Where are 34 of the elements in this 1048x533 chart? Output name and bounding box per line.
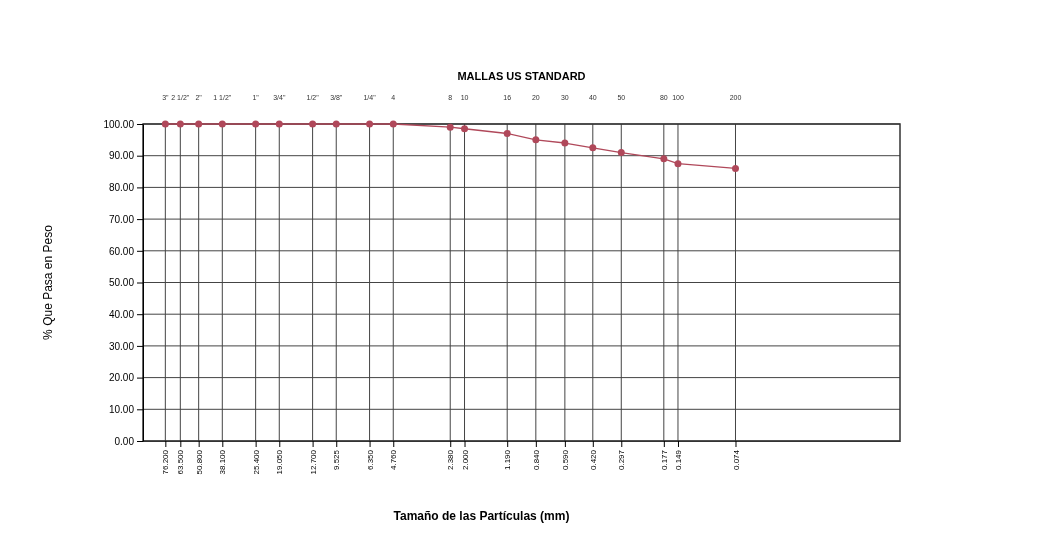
- y-tick-label: 20.00: [108, 372, 135, 384]
- x-tick-label: 76.200: [161, 449, 171, 475]
- chart-title: MALLAS US STANDARD: [457, 70, 586, 82]
- x-tick-label: 1.190: [503, 449, 513, 471]
- x-tick-label: 19.050: [275, 449, 285, 475]
- y-tick-label: 30.00: [108, 340, 135, 352]
- x-tick-label: 50.800: [194, 449, 204, 475]
- y-tick-label: 100.00: [103, 118, 135, 130]
- y-tick-label: 70.00: [108, 213, 135, 225]
- x-tick-label: 9.525: [332, 449, 342, 471]
- x-tick-label: 0.420: [588, 449, 598, 471]
- y-tick-label: 80.00: [108, 182, 135, 194]
- x-tick-label: 38.100: [218, 449, 228, 475]
- y-tick-label: 50.00: [108, 277, 135, 289]
- x-tick-label: 0.297: [617, 449, 627, 471]
- y-tick-label: 40.00: [108, 308, 135, 320]
- y-tick-label: 60.00: [108, 245, 135, 257]
- x-tick-label: 0.590: [560, 449, 570, 471]
- y-tick-label: 0.00: [114, 435, 135, 447]
- x-tick-label: 4.760: [389, 449, 399, 471]
- x-tick-label: 6.350: [365, 449, 375, 471]
- x-tick-label: 0.074: [731, 449, 741, 471]
- x-tick-label: 0.149: [674, 449, 684, 471]
- x-tick-label: 12.700: [308, 449, 318, 475]
- x-tick-label: 2.000: [460, 449, 470, 471]
- x-tick-label: 0.840: [531, 449, 541, 471]
- y-tick-label: 10.00: [108, 404, 135, 415]
- x-tick-label: 63.500: [176, 449, 186, 475]
- x-tick-label: 25.400: [251, 449, 261, 475]
- x-tick-label: 2.380: [446, 449, 456, 471]
- y-tick-label: 90.00: [108, 150, 135, 162]
- x-tick-label: 0.177: [659, 449, 669, 471]
- y-axis-title: % Que Pasa en Peso: [41, 224, 55, 340]
- x-axis-title: Tamaño de las Partículas (mm): [393, 509, 570, 523]
